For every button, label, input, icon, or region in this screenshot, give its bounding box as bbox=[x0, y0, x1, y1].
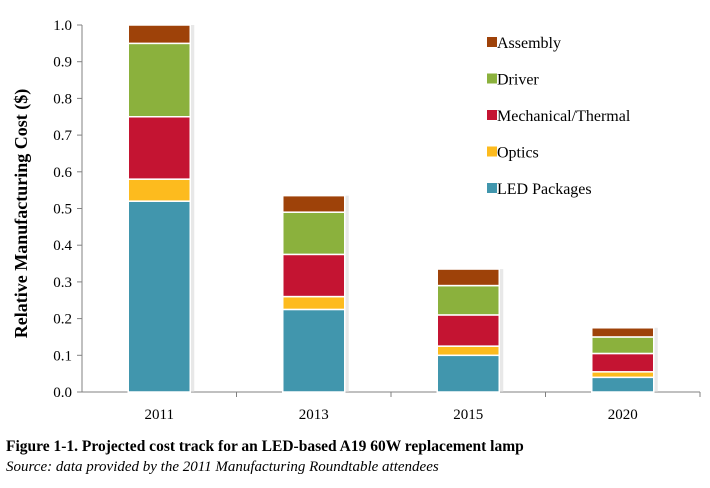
figure-caption: Figure 1-1. Projected cost track for an … bbox=[6, 438, 524, 455]
y-tick-label: 0.4 bbox=[53, 238, 72, 254]
bar-segment-assembly-2020 bbox=[591, 327, 655, 338]
y-tick-label: 0.6 bbox=[53, 165, 72, 181]
bar-segment-driver-2013 bbox=[282, 211, 346, 256]
legend-label: Assembly bbox=[497, 35, 561, 52]
y-tick-label: 0.7 bbox=[53, 128, 72, 144]
x-tick-label: 2013 bbox=[299, 407, 329, 423]
y-tick-label: 0.3 bbox=[53, 275, 72, 291]
y-tick-label: 1.0 bbox=[53, 18, 72, 34]
y-tick-label: 0.1 bbox=[53, 348, 72, 364]
legend-label: Driver bbox=[497, 72, 539, 89]
legend-label: LED Packages bbox=[497, 181, 592, 198]
bar-segment-led-packages-2011 bbox=[127, 200, 191, 393]
bar-segment-optics-2015 bbox=[436, 345, 500, 357]
bar-segment-led-packages-2020 bbox=[591, 376, 655, 393]
y-tick-label: 0.0 bbox=[53, 385, 72, 401]
bar-segment-optics-2020 bbox=[591, 371, 655, 379]
legend-swatch bbox=[487, 146, 497, 157]
legend-swatch bbox=[487, 110, 497, 120]
bar-segment-led-packages-2013 bbox=[282, 308, 346, 393]
bar-segment-mechanical-thermal-2015 bbox=[436, 314, 500, 347]
bar-segment-assembly-2015 bbox=[436, 268, 500, 287]
y-tick-label: 0.8 bbox=[53, 91, 72, 107]
y-tick-label: 0.9 bbox=[53, 55, 72, 71]
bar-segment-mechanical-thermal-2020 bbox=[591, 352, 655, 373]
bar-segment-led-packages-2015 bbox=[436, 354, 500, 393]
figure-source: Source: data provided by the 2011 Manufa… bbox=[6, 459, 439, 475]
x-tick-label: 2011 bbox=[145, 407, 174, 423]
x-tick-label: 2020 bbox=[608, 407, 638, 423]
legend-swatch bbox=[487, 73, 497, 84]
bar-segment-driver-2015 bbox=[436, 284, 500, 316]
bar-segment-mechanical-thermal-2011 bbox=[127, 116, 191, 180]
bar-segment-assembly-2013 bbox=[282, 194, 346, 213]
bar-segment-optics-2013 bbox=[282, 295, 346, 311]
bar-segment-assembly-2011 bbox=[127, 24, 191, 45]
y-tick-label: 0.5 bbox=[53, 202, 72, 218]
legend-label: Optics bbox=[497, 145, 539, 162]
y-axis-title: Relative Manufacturing Cost ($) bbox=[11, 89, 32, 338]
y-tick-label: 0.2 bbox=[53, 312, 72, 328]
legend-swatch bbox=[487, 183, 497, 193]
stacked-bar-chart: 0.0 0.1 0.2 0.3 0.4 0.5 0.6 0.7 0.8 0.9 1.0 Relativ… bbox=[11, 18, 701, 423]
bar-segment-driver-2011 bbox=[127, 42, 191, 118]
bar-segment-optics-2011 bbox=[127, 178, 191, 202]
bar-segment-driver-2020 bbox=[591, 336, 655, 355]
legend-swatch bbox=[487, 37, 497, 47]
legend-label: Mechanical/Thermal bbox=[497, 108, 631, 125]
x-tick-label: 2015 bbox=[453, 407, 483, 423]
bar-segment-mechanical-thermal-2013 bbox=[282, 253, 346, 298]
